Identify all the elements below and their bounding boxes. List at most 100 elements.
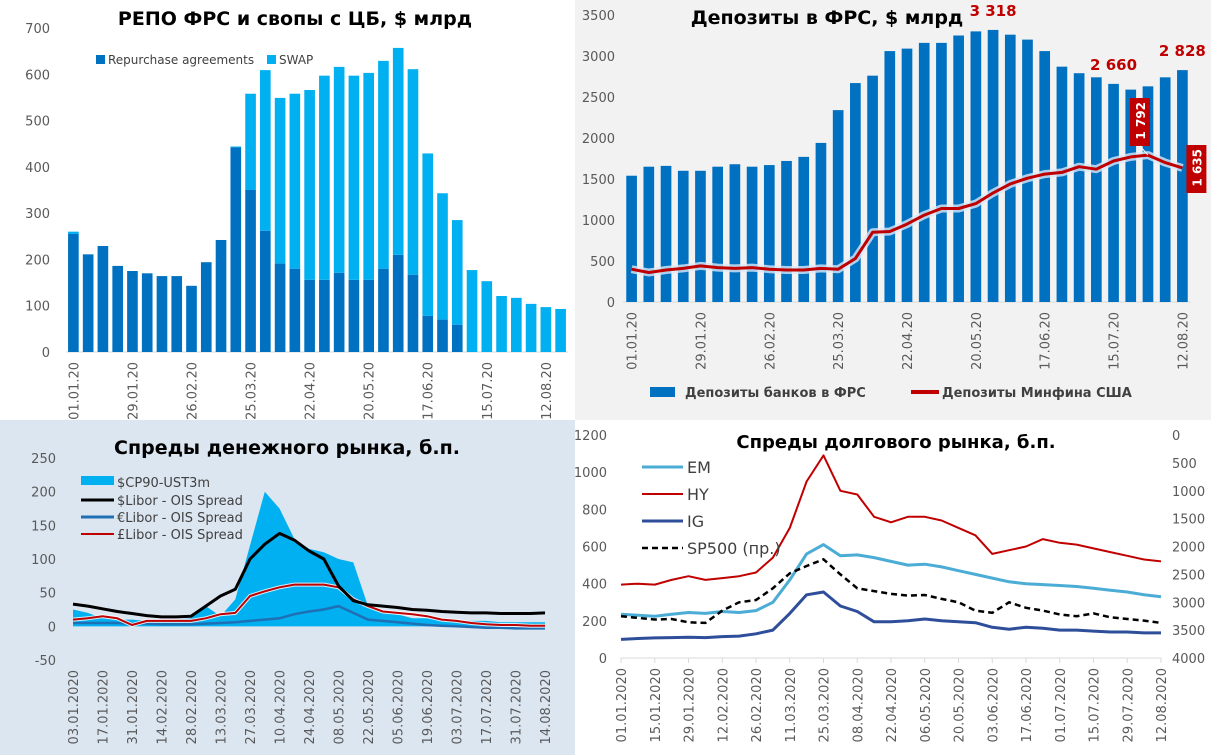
x-tick-label: 03.01.2020 [67, 670, 82, 744]
bar-repo [348, 279, 360, 352]
bar-repo [363, 279, 374, 352]
data-label: 2 828 [1159, 42, 1206, 60]
bar-swap [392, 47, 404, 255]
bar-swap [274, 97, 286, 264]
x-tick-label: 05.06.2020 [392, 670, 407, 744]
usd-libor-ois-line [72, 531, 546, 619]
y-tick-label: 600 [25, 68, 50, 83]
x-tick-label: 06.05.2020 [919, 668, 934, 742]
bar-swap [407, 69, 419, 275]
gbp-libor-ois-line [72, 583, 545, 627]
chart-title: РЕПО ФРС и свопы с ЦБ, $ млрд [118, 8, 472, 30]
chart-title: Спреды долгового рынка, б.п. [736, 432, 1055, 453]
legend-swatch-repo [96, 55, 105, 64]
fed-deposits-chart: 0 500 1000 1500 2000 2500 3000 3500 01.01.20 29.0… [582, 2, 1207, 401]
x-tick-label: 24.04.2020 [303, 670, 318, 744]
bar-repo [200, 262, 212, 352]
bar-swap [304, 90, 315, 280]
bar-repo [407, 274, 419, 352]
bar-repo [141, 273, 153, 352]
x-tick-label: 15.07.20 [1108, 312, 1123, 370]
debt-market-spreads-panel: 0 200 400 600 800 1000 1200 0 500 1000 1500 2000 250… [575, 420, 1211, 755]
bar-swap [437, 193, 448, 320]
bar-bank-deposits [867, 75, 878, 303]
bar-repo [68, 233, 79, 352]
bar-swap [348, 75, 360, 280]
bar-bank-deposits [970, 31, 982, 303]
y-tick-label: 100 [31, 553, 56, 568]
treasury-deposits-line [631, 153, 1183, 274]
x-tick-label: 12.08.2020 [1155, 668, 1170, 742]
y-tick-label: 0 [42, 346, 50, 361]
chart-title: Депозиты в ФРС, $ млрд [691, 7, 964, 29]
legend-swatch-bank-deposits [650, 387, 675, 397]
legend-label-ig: IG [687, 512, 704, 531]
x-tick-label: 19.06.2020 [421, 670, 436, 744]
y-tick-label: 300 [25, 207, 50, 222]
y2-tick-label: 1000 [1172, 485, 1205, 500]
legend-label-em: EM [687, 458, 711, 477]
bar-bank-deposits [1004, 34, 1016, 303]
bar-bank-deposits [1073, 73, 1085, 302]
bar-bank-deposits [1159, 77, 1171, 302]
data-label: 1 792 [1134, 102, 1148, 140]
bar-repo [186, 285, 197, 352]
bar-bank-deposits [1022, 39, 1033, 302]
fed-deposits-chart-panel: 0 500 1000 1500 2000 2500 3000 3500 01.01.20 29.0… [575, 0, 1211, 420]
y-tick-label: 200 [25, 253, 50, 268]
y-tick-label: 700 [25, 22, 50, 37]
y2-tick-label: 500 [1172, 457, 1197, 472]
sp500-line [620, 557, 1162, 625]
y-tick-label: 2500 [582, 91, 615, 106]
legend-label-hy: HY [687, 485, 709, 504]
bar-repo [333, 272, 345, 352]
x-tick-label: 03.06.2020 [986, 668, 1001, 742]
bar-bank-deposits [936, 42, 947, 302]
data-label-box [1186, 145, 1207, 193]
x-tick-label: 17.01.2020 [97, 670, 112, 744]
x-tick-label: 28.02.2020 [185, 670, 200, 744]
x-tick-label: 12.08.20 [1176, 312, 1191, 370]
legend-swatch-swap [267, 55, 276, 64]
bar-bank-deposits [660, 165, 672, 302]
bar-bank-deposits [1125, 89, 1137, 303]
bar-repo [97, 246, 109, 352]
y2-tick-label: 2500 [1172, 568, 1205, 583]
legend-swatch-cp90 [81, 476, 114, 485]
eur-libor-ois-line [73, 604, 545, 630]
x-tick-label: 31.01.2020 [126, 670, 141, 744]
legend-label-cp90: $CP90-UST3m [117, 476, 210, 491]
bar-repo [260, 230, 271, 352]
y2-tick-label: 3000 [1172, 596, 1205, 611]
money-market-spreads-panel: -50 0 50 100 150 200 250 03.01.2020 17.01.2020 31… [0, 420, 575, 755]
bar-swap [555, 308, 566, 352]
bar-bank-deposits [695, 170, 706, 302]
y-tick-label: 400 [25, 161, 50, 176]
bar-bank-deposits [763, 165, 775, 302]
bar-repo [378, 268, 389, 352]
x-tick-label: 17.07.2020 [480, 670, 495, 744]
legend-label-gbp: £Libor - OIS Spread [117, 528, 243, 543]
bar-repo [112, 265, 123, 352]
bar-swap [245, 93, 256, 190]
x-tick-label: 22.04.2020 [885, 668, 900, 742]
x-tick-label: 26.02.2020 [750, 668, 765, 742]
bar-repo [82, 254, 94, 352]
x-tick-label: 22.04.20 [304, 362, 319, 420]
bar-swap [260, 70, 271, 231]
data-label-box [1129, 98, 1150, 146]
bar-bank-deposits [1142, 86, 1154, 302]
bar-repo [156, 276, 168, 352]
bar-swap [333, 66, 345, 273]
bar-swap [289, 93, 301, 269]
x-tick-label: 08.04.2020 [851, 668, 866, 742]
x-tick-label: 17.06.20 [422, 362, 437, 420]
x-tick-label: 29.01.2020 [683, 668, 698, 742]
bar-bank-deposits [1108, 83, 1119, 302]
y-tick-label: 500 [590, 255, 615, 270]
x-tick-label: 22.04.20 [901, 312, 916, 370]
repo-swap-chart-panel: 0 100 200 300 400 500 600 700 01.01.20 29.01.20 26… [0, 0, 575, 420]
y-tick-label: 600 [582, 541, 607, 556]
x-tick-label: 25.03.20 [245, 362, 260, 420]
chart-title: Спреды денежного рынка, б.п. [114, 437, 460, 459]
